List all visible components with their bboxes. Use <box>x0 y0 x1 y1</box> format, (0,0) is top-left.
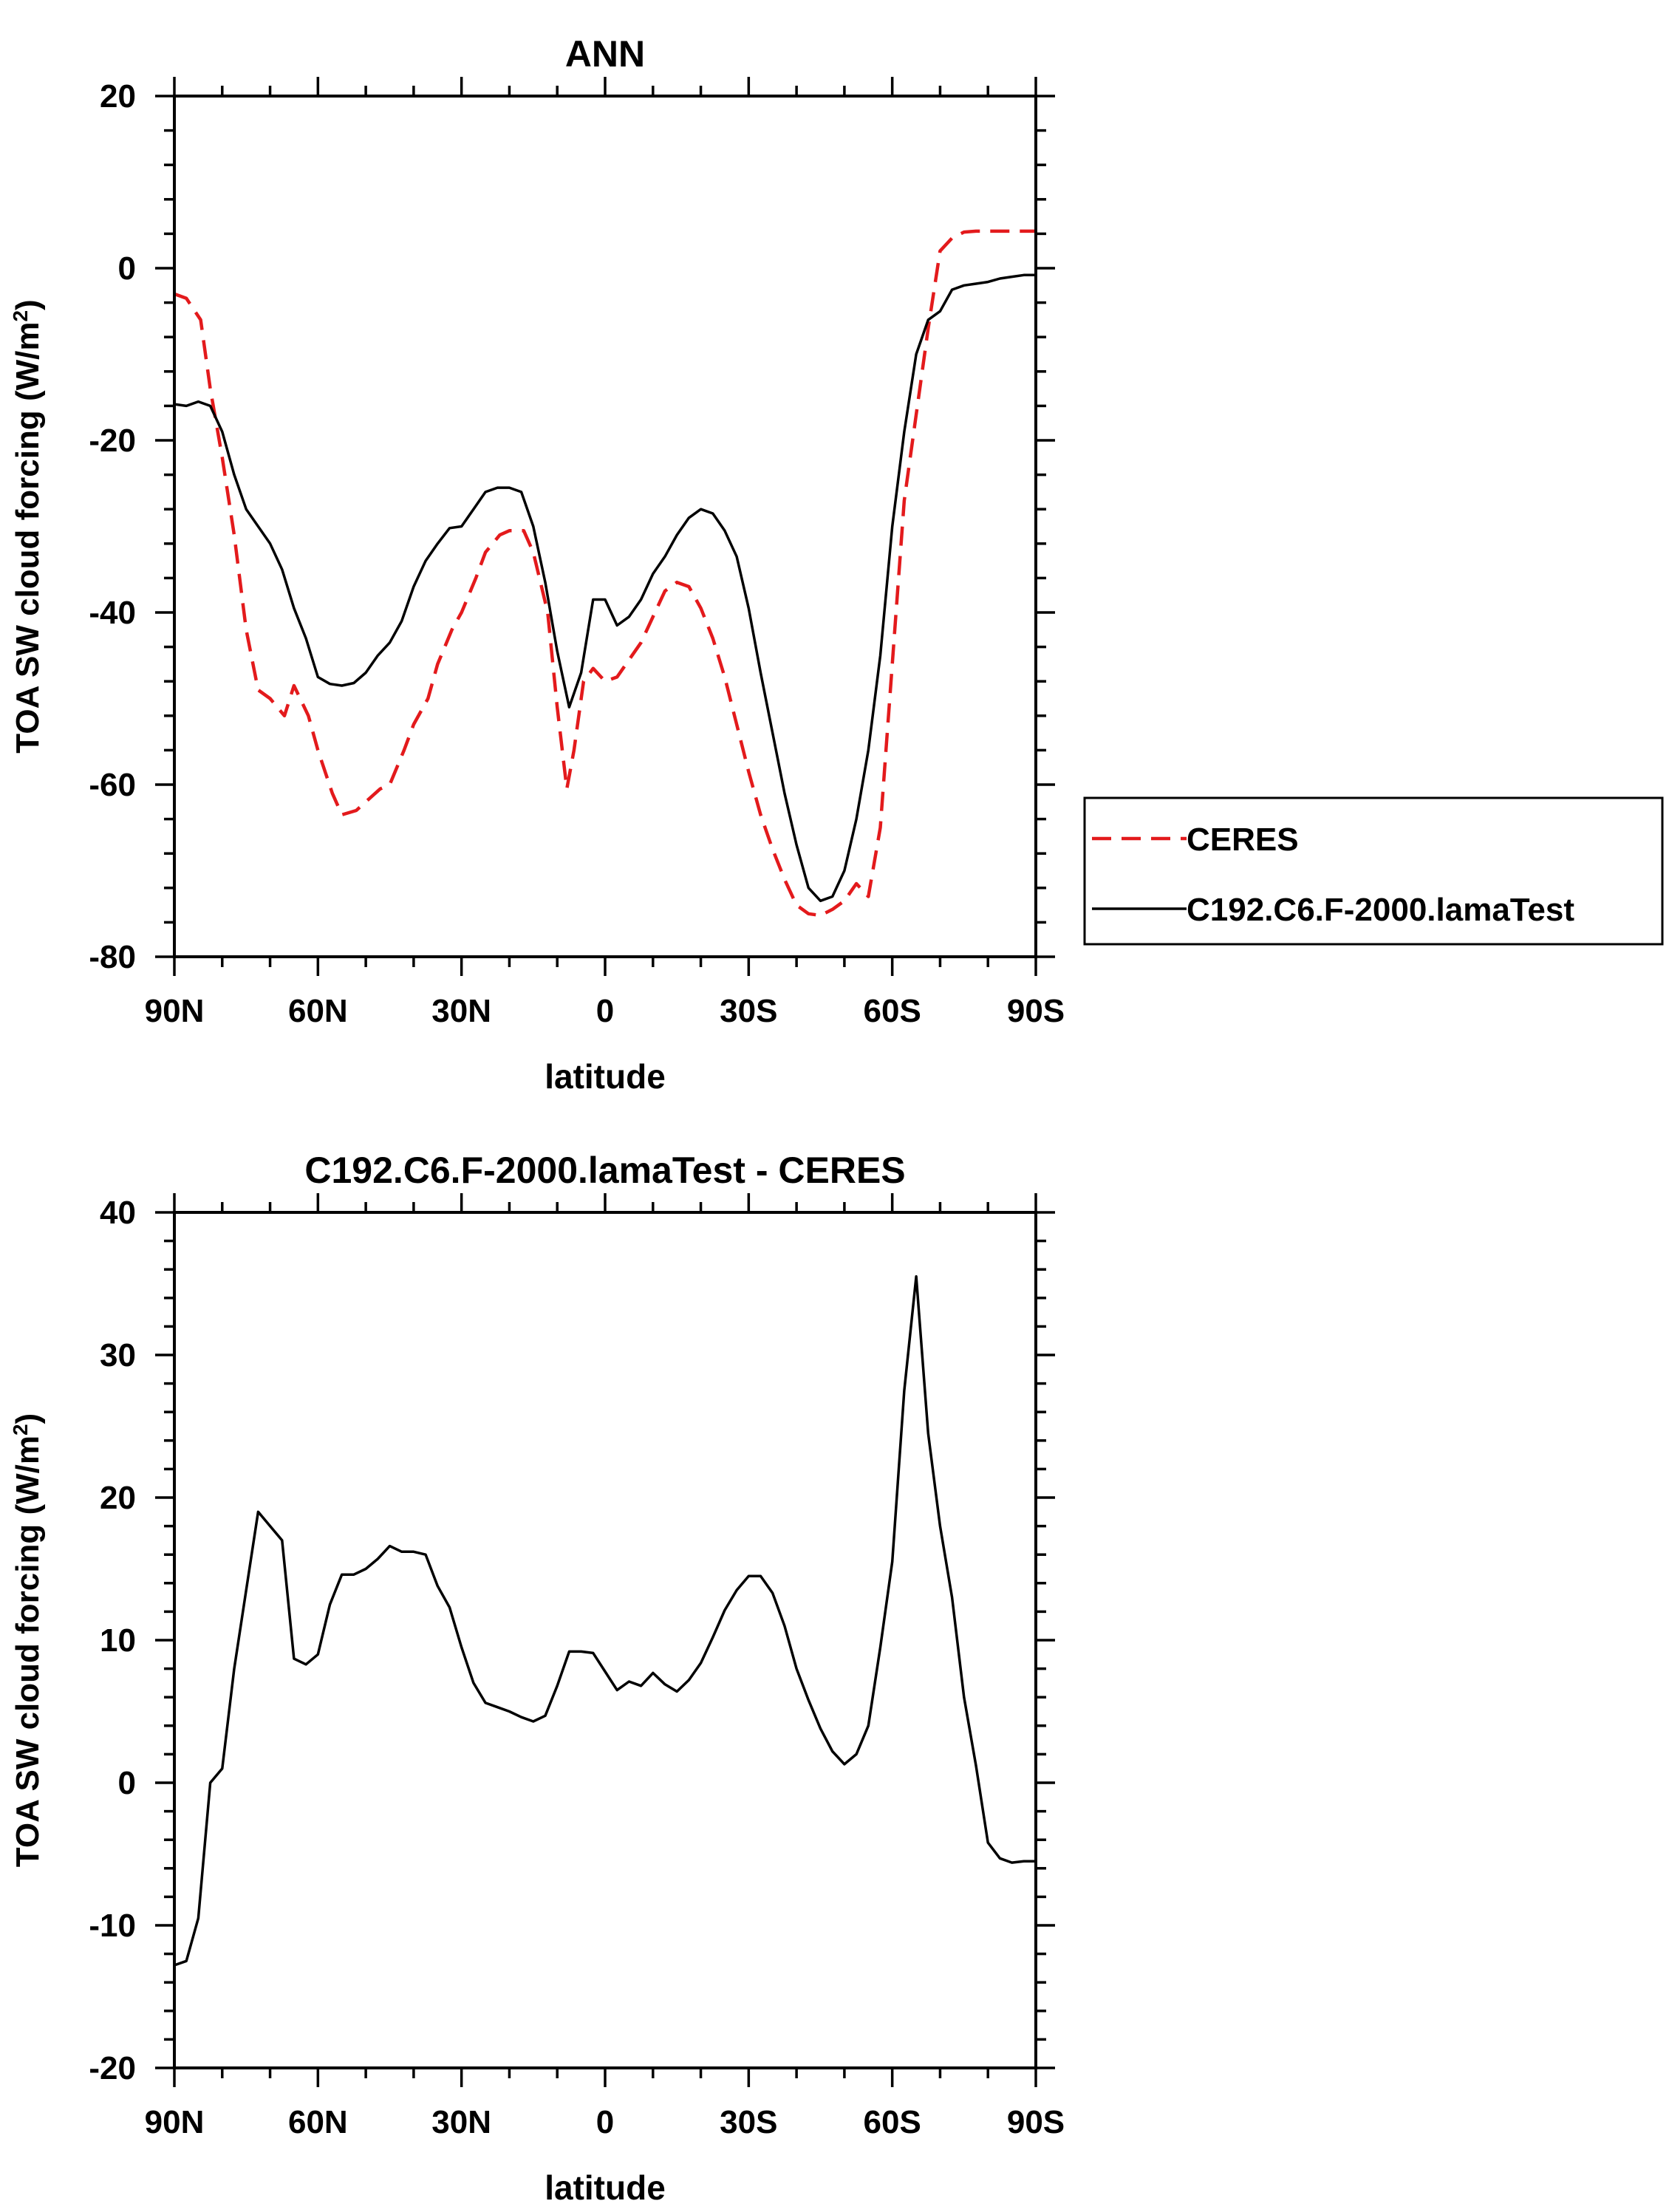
x-axis-label: latitude <box>545 1057 666 1096</box>
plot-frame <box>173 95 1037 958</box>
x-axis-label: latitude <box>545 2168 666 2207</box>
x-tick-label: 0 <box>596 2104 614 2140</box>
legend-label: CERES <box>1187 822 1299 858</box>
x-tick-label: 60S <box>864 993 921 1029</box>
legend-box <box>1083 796 1664 946</box>
plot-frame <box>173 1211 1037 2069</box>
chart-title: C192.C6.F-2000.lamaTest - CERES <box>304 1150 905 1191</box>
y-tick-label: -60 <box>89 767 136 803</box>
x-tick-label: 30S <box>720 2104 777 2140</box>
y-tick-label: 0 <box>118 250 136 287</box>
series-line-difference <box>174 1275 1036 1967</box>
x-tick-label: 90S <box>1007 2104 1065 2140</box>
y-axis-label: TOA SW cloud forcing (W/m2) <box>9 299 47 753</box>
series-line-ceres <box>174 229 1036 918</box>
y-tick-label: 30 <box>100 1337 136 1373</box>
y-tick-label: -20 <box>89 423 136 459</box>
legend: CERES C192.C6.F-2000.lamaTest <box>1083 796 1664 946</box>
x-tick-label: 60S <box>864 2104 921 2140</box>
x-tick-label: 90S <box>1007 993 1065 1029</box>
y-tick-label: 20 <box>100 1480 136 1516</box>
x-tick-label: 0 <box>596 993 614 1029</box>
y-tick-label: -40 <box>89 595 136 631</box>
y-tick-label: -10 <box>89 1908 136 1944</box>
bottom-panel: C192.C6.F-2000.lamaTest - CERES latitude T… <box>9 1150 1065 2207</box>
y-tick-label: 20 <box>100 78 136 115</box>
x-tick-label: 30N <box>431 993 491 1029</box>
y-tick-label: 0 <box>118 1765 136 1801</box>
x-tick-label: 90N <box>145 993 205 1029</box>
y-tick-label: -20 <box>89 2050 136 2086</box>
y-tick-label: 40 <box>100 1195 136 1231</box>
x-tick-label: 30S <box>720 993 777 1029</box>
x-tick-label: 90N <box>145 2104 205 2140</box>
y-axis-label: TOA SW cloud forcing (W/m2) <box>9 1413 47 1867</box>
top-panel: ANN latitude TOA SW cloud forcing (W/m2) 90… <box>9 33 1664 1096</box>
x-tick-label: 60N <box>288 993 348 1029</box>
x-tick-label: 30N <box>431 2104 491 2140</box>
legend-label: C192.C6.F-2000.lamaTest <box>1187 892 1574 928</box>
series-line-c192-c6-f-2000-lamatest <box>174 273 1036 903</box>
x-tick-label: 60N <box>288 2104 348 2140</box>
chart-title: ANN <box>565 33 645 75</box>
y-tick-label: 10 <box>100 1622 136 1659</box>
y-tick-label: -80 <box>89 939 136 975</box>
